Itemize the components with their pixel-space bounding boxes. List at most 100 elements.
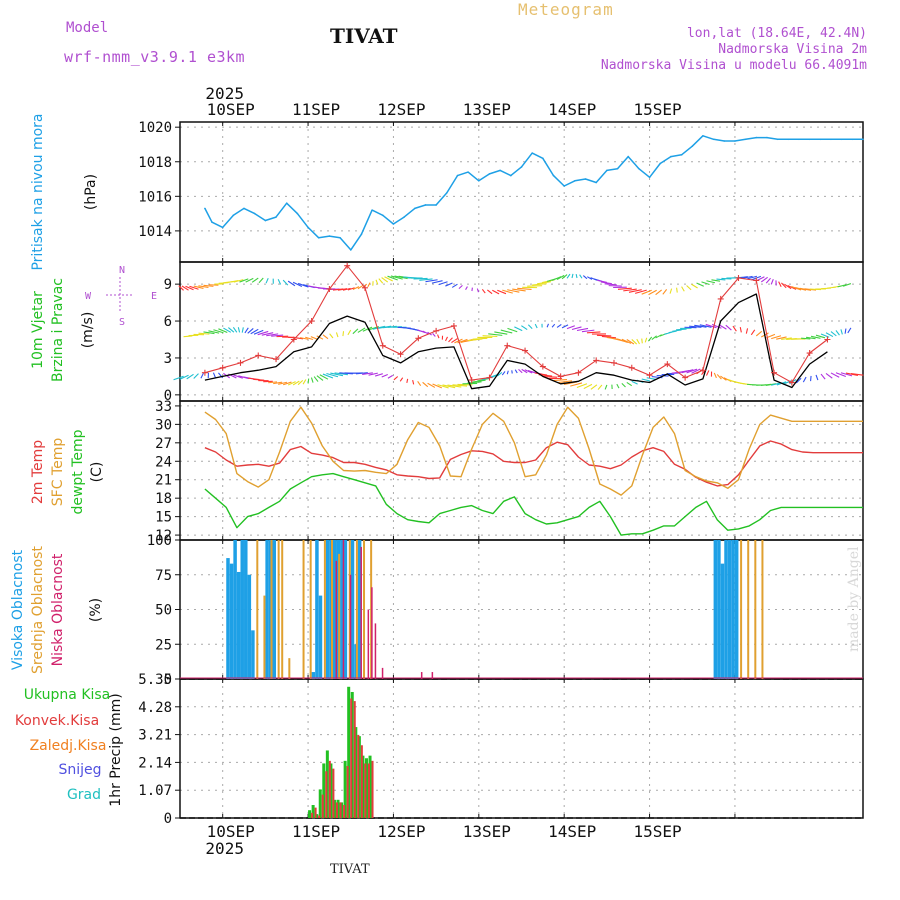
wind-arrow bbox=[374, 373, 383, 377]
top-year-label: 2025 bbox=[205, 84, 244, 103]
wind-arrow bbox=[810, 335, 821, 339]
pressure-point bbox=[627, 155, 630, 158]
cloud-bar bbox=[272, 540, 276, 679]
y-tick-label: 3.21 bbox=[138, 728, 172, 744]
wind-arrow bbox=[617, 287, 632, 290]
wind-arrow bbox=[787, 284, 797, 290]
wind-arrow bbox=[268, 381, 278, 384]
wind-arrow bbox=[802, 376, 807, 383]
cloud-bar bbox=[332, 540, 337, 679]
wind-arrow bbox=[431, 280, 443, 284]
wind-arrow bbox=[557, 380, 573, 384]
wind-arrow bbox=[250, 328, 259, 335]
wind-arrow bbox=[218, 328, 228, 333]
wind-arrow bbox=[287, 280, 296, 287]
wind-arrow bbox=[830, 331, 837, 337]
wind-arrow bbox=[512, 288, 526, 292]
wind-arrow bbox=[631, 339, 638, 345]
gust-point bbox=[628, 364, 635, 371]
gust-point bbox=[397, 351, 404, 358]
pressure-point bbox=[371, 209, 373, 211]
wind-arrow bbox=[412, 379, 415, 385]
wind-arrow bbox=[507, 327, 518, 333]
wind-arrow bbox=[590, 384, 598, 390]
conv-precip-bar bbox=[311, 812, 314, 818]
wind-arrow bbox=[571, 326, 582, 331]
wind-arrow bbox=[347, 287, 355, 291]
pressure-point bbox=[606, 169, 608, 172]
wind-arrow bbox=[212, 372, 217, 379]
wind-arrow bbox=[842, 283, 852, 287]
gust-point bbox=[539, 363, 546, 370]
wind-arrow bbox=[186, 373, 194, 380]
wind-arrow bbox=[183, 335, 193, 338]
wind-title-1: 10m Vjetar bbox=[30, 291, 46, 369]
wind-arrow bbox=[669, 288, 673, 294]
wind-arrow bbox=[417, 380, 422, 386]
cloud-bar bbox=[302, 540, 305, 679]
bottom-day-label: 13SEP bbox=[463, 822, 511, 841]
wind-arrow bbox=[699, 324, 712, 328]
wind-arrow bbox=[575, 274, 578, 279]
wind-arrow bbox=[579, 274, 583, 279]
cloud-title-3: Niska Oblacnost bbox=[50, 553, 66, 666]
wind-arrow bbox=[570, 382, 583, 387]
y-tick-label: 1016 bbox=[138, 189, 172, 205]
wind-arrow bbox=[237, 327, 241, 333]
cloud-bar bbox=[236, 571, 241, 679]
pressure-point bbox=[648, 176, 651, 179]
y-tick-label: 0 bbox=[164, 811, 172, 827]
wind-arrow bbox=[676, 287, 678, 293]
wind-arrow bbox=[532, 283, 547, 286]
cloud-bar bbox=[325, 540, 330, 679]
wind-arrow bbox=[451, 283, 458, 288]
wind-arrow bbox=[514, 369, 518, 374]
wind-arrow bbox=[266, 333, 279, 337]
y-tick-label: 15 bbox=[155, 510, 172, 526]
wind-arrow bbox=[506, 370, 509, 375]
total-precip-bar bbox=[336, 799, 340, 818]
gust-point bbox=[237, 359, 244, 366]
y-tick-label: 1018 bbox=[138, 155, 172, 171]
wind-arrow bbox=[445, 282, 453, 287]
wind-arrow bbox=[322, 334, 329, 340]
temp-title-3: dewpt Temp bbox=[70, 429, 86, 514]
gust-point bbox=[788, 379, 795, 386]
cloud-bar bbox=[315, 540, 319, 679]
wind-arrow bbox=[601, 335, 617, 339]
wind-arrow bbox=[390, 275, 403, 280]
wind-arrow bbox=[316, 375, 324, 381]
cloud-bar bbox=[724, 540, 728, 679]
wind-arrow bbox=[771, 382, 782, 386]
pressure-point bbox=[520, 166, 523, 168]
wind-arrow bbox=[616, 383, 620, 389]
wind-arrow bbox=[302, 379, 307, 385]
wind-arrow bbox=[840, 329, 843, 335]
pressure-point bbox=[339, 237, 341, 239]
wind-arrow bbox=[342, 331, 345, 337]
wind-arrow bbox=[445, 336, 449, 342]
gust-point bbox=[344, 262, 351, 269]
wind-arrow bbox=[487, 289, 493, 295]
wind-arrow bbox=[387, 275, 398, 281]
conv-precip-bar bbox=[339, 802, 342, 818]
conv-precip-bar bbox=[371, 760, 374, 818]
conv-precip-bar bbox=[332, 768, 335, 818]
wind-speed-line bbox=[204, 293, 828, 390]
wind-arrow bbox=[432, 383, 443, 389]
top-day-label: 10SEP bbox=[207, 100, 255, 119]
cloud-bar bbox=[342, 540, 345, 679]
pressure-point bbox=[659, 162, 662, 165]
temp-unit: (C) bbox=[89, 462, 105, 483]
wind-arrow bbox=[542, 376, 558, 378]
cloud-bar bbox=[233, 540, 237, 679]
wind-arrow bbox=[713, 372, 717, 379]
pressure-point bbox=[808, 138, 811, 141]
y-tick-label: 75 bbox=[155, 568, 172, 584]
pressure-point bbox=[328, 235, 331, 237]
wind-arrow bbox=[273, 381, 283, 385]
wind-arrow bbox=[482, 335, 498, 338]
wind-arrow bbox=[277, 279, 282, 285]
wind-arrow bbox=[465, 286, 468, 290]
wind-arrow bbox=[739, 327, 742, 333]
